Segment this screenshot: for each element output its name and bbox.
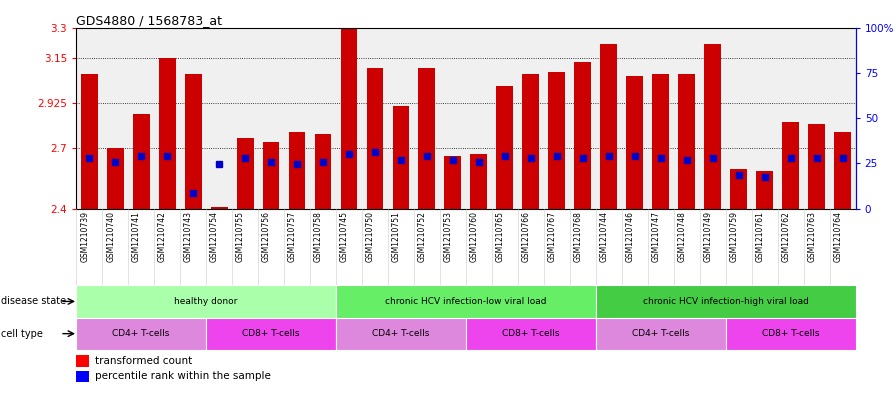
Bar xyxy=(185,74,202,209)
Bar xyxy=(76,318,206,350)
Bar xyxy=(522,74,539,209)
Text: CD8+ T-cells: CD8+ T-cells xyxy=(502,329,560,338)
Bar xyxy=(574,62,591,209)
Text: CD4+ T-cells: CD4+ T-cells xyxy=(112,329,170,338)
Bar xyxy=(466,318,596,350)
Bar xyxy=(444,156,461,209)
Bar xyxy=(366,68,383,209)
Text: CD4+ T-cells: CD4+ T-cells xyxy=(632,329,690,338)
Text: GSM1210741: GSM1210741 xyxy=(132,211,142,262)
Text: CD8+ T-cells: CD8+ T-cells xyxy=(762,329,820,338)
Bar xyxy=(392,106,409,209)
Bar xyxy=(418,68,435,209)
Bar xyxy=(626,76,643,209)
Bar xyxy=(470,154,487,209)
Bar xyxy=(730,169,747,209)
Text: GSM1210749: GSM1210749 xyxy=(703,211,713,262)
Bar xyxy=(159,58,176,209)
Text: GSM1210768: GSM1210768 xyxy=(573,211,583,262)
Bar xyxy=(808,124,825,209)
Text: GSM1210755: GSM1210755 xyxy=(236,211,246,262)
Bar xyxy=(206,318,336,350)
Bar xyxy=(704,44,721,209)
Bar xyxy=(289,132,306,209)
Text: CD4+ T-cells: CD4+ T-cells xyxy=(372,329,430,338)
Text: GSM1210754: GSM1210754 xyxy=(210,211,220,262)
Bar xyxy=(76,285,336,318)
Text: chronic HCV infection-high viral load: chronic HCV infection-high viral load xyxy=(642,297,809,306)
Text: GSM1210750: GSM1210750 xyxy=(366,211,375,262)
Bar xyxy=(756,171,773,209)
Bar xyxy=(340,28,358,209)
Text: CD8+ T-cells: CD8+ T-cells xyxy=(242,329,300,338)
Text: healthy donor: healthy donor xyxy=(175,297,237,306)
Text: GSM1210758: GSM1210758 xyxy=(314,211,323,262)
Bar xyxy=(133,114,150,209)
Text: GSM1210751: GSM1210751 xyxy=(392,211,401,262)
Bar xyxy=(596,285,856,318)
Bar xyxy=(726,318,856,350)
Text: GSM1210764: GSM1210764 xyxy=(833,211,843,262)
Text: GSM1210762: GSM1210762 xyxy=(781,211,791,262)
Text: percentile rank within the sample: percentile rank within the sample xyxy=(95,371,271,382)
Text: disease state: disease state xyxy=(1,296,66,307)
Bar xyxy=(211,207,228,209)
Text: GSM1210765: GSM1210765 xyxy=(495,211,505,262)
Text: GSM1210739: GSM1210739 xyxy=(80,211,90,262)
Text: GSM1210748: GSM1210748 xyxy=(677,211,687,262)
Bar xyxy=(76,355,89,367)
Bar xyxy=(237,138,254,209)
Text: GSM1210752: GSM1210752 xyxy=(418,211,427,262)
Bar xyxy=(107,149,124,209)
Bar xyxy=(263,142,280,209)
Text: GSM1210757: GSM1210757 xyxy=(288,211,297,262)
Text: GSM1210763: GSM1210763 xyxy=(807,211,817,262)
Text: GSM1210756: GSM1210756 xyxy=(262,211,271,262)
Bar xyxy=(834,132,851,209)
Bar xyxy=(81,74,98,209)
Bar xyxy=(652,74,669,209)
Bar xyxy=(496,86,513,209)
Text: GSM1210766: GSM1210766 xyxy=(521,211,530,262)
Bar xyxy=(336,285,596,318)
Text: GSM1210742: GSM1210742 xyxy=(158,211,167,262)
Text: GSM1210767: GSM1210767 xyxy=(547,211,557,262)
Text: GSM1210746: GSM1210746 xyxy=(625,211,634,262)
Text: transformed count: transformed count xyxy=(95,356,192,366)
Text: chronic HCV infection-low viral load: chronic HCV infection-low viral load xyxy=(385,297,547,306)
Bar xyxy=(314,134,332,209)
Text: cell type: cell type xyxy=(1,329,43,339)
Text: GSM1210761: GSM1210761 xyxy=(755,211,765,262)
Bar xyxy=(336,318,466,350)
Text: GSM1210744: GSM1210744 xyxy=(599,211,609,262)
Text: GSM1210745: GSM1210745 xyxy=(340,211,349,262)
Bar xyxy=(548,72,565,209)
Bar xyxy=(678,74,695,209)
Bar xyxy=(596,318,726,350)
Text: GSM1210753: GSM1210753 xyxy=(444,211,452,262)
Text: GDS4880 / 1568783_at: GDS4880 / 1568783_at xyxy=(76,14,222,27)
Bar xyxy=(782,122,799,209)
Text: GSM1210760: GSM1210760 xyxy=(470,211,478,262)
Bar xyxy=(600,44,617,209)
Text: GSM1210747: GSM1210747 xyxy=(651,211,661,262)
Text: GSM1210759: GSM1210759 xyxy=(729,211,738,262)
Bar xyxy=(76,371,89,382)
Text: GSM1210740: GSM1210740 xyxy=(106,211,116,262)
Text: GSM1210743: GSM1210743 xyxy=(184,211,194,262)
